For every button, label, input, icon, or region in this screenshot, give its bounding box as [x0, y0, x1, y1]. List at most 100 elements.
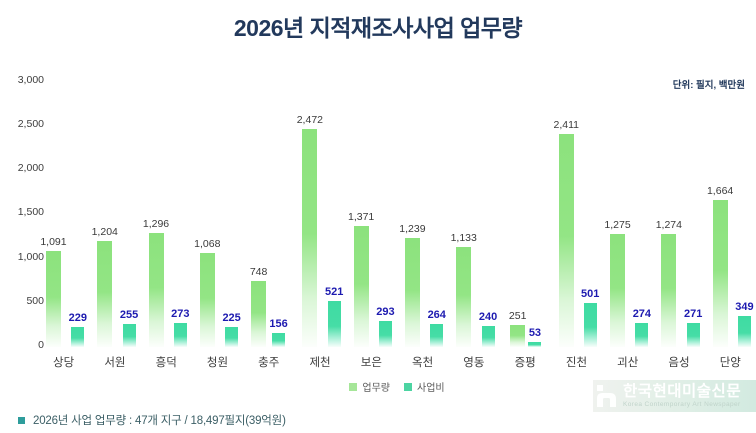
watermark-subtitle: Korea Contemporary Art Newspaper	[623, 400, 741, 408]
cost-value-label: 293	[376, 305, 395, 318]
category-group: 2,472 521 제천	[294, 82, 345, 369]
watermark-logo: 한국현대미술신문 Korea Contemporary Art Newspape…	[593, 380, 756, 412]
workload-bar-column: 1,068	[194, 238, 220, 347]
x-axis-category-label: 상당	[53, 357, 75, 369]
cost-bar	[430, 324, 444, 347]
footnote-text: 2026년 사업 업무량 : 47개 지구 / 18,497필지(39억원)	[33, 415, 286, 427]
workload-value-label: 748	[249, 266, 268, 279]
workload-bar-column: 1,371	[348, 211, 374, 347]
cost-value-label: 255	[119, 308, 139, 321]
x-axis-category-label: 보은	[360, 357, 382, 369]
cost-bar	[481, 326, 495, 347]
workload-value-label: 1,664	[706, 185, 734, 198]
workload-bar-column: 1,274	[656, 219, 682, 347]
cost-bar	[686, 323, 700, 347]
category-group: 1,275 274 괴산	[602, 82, 653, 369]
category-group: 1,664 349 단양	[705, 82, 756, 369]
x-axis-category-label: 흥덕	[155, 357, 177, 369]
workload-bar	[45, 251, 61, 347]
x-axis-category-label: 단양	[719, 357, 741, 369]
cost-value-label: 271	[683, 307, 703, 320]
x-axis-category-label: 청원	[206, 357, 229, 369]
cost-bar	[737, 316, 751, 347]
cost-bar-column: 273	[171, 307, 190, 347]
workload-bar	[661, 234, 677, 347]
bullet-square-icon	[18, 416, 25, 424]
cost-bar	[71, 327, 85, 347]
cost-bar-column: 229	[69, 312, 87, 347]
cost-bar	[225, 327, 239, 347]
workload-value-label: 1,274	[655, 219, 682, 232]
workload-bar	[302, 129, 318, 347]
cost-value-label: 273	[171, 307, 190, 320]
workload-bar	[404, 238, 420, 347]
cost-bar	[583, 303, 597, 347]
cost-value-label: 264	[427, 308, 446, 321]
legend: 업무량 사업비	[38, 379, 756, 394]
x-axis-category-label: 충주	[258, 357, 280, 369]
cost-value-label: 229	[68, 311, 87, 324]
x-axis-category-label: 영동	[463, 357, 485, 369]
workload-bar	[610, 234, 626, 347]
category-group: 2,411 501 진천	[551, 82, 602, 369]
cost-bar-column: 521	[325, 286, 343, 347]
x-axis-category-label: 괴산	[617, 357, 639, 369]
workload-bar-column: 748	[249, 266, 268, 347]
unit-label: 단위: 필지, 백만원	[672, 80, 745, 91]
cost-bar-column: 53	[528, 326, 542, 347]
workload-bar-column: 1,204	[92, 226, 118, 347]
category-group: 1,091 229 상당	[38, 82, 89, 369]
cost-value-label: 521	[325, 285, 344, 298]
newspaper-logo-icon	[597, 385, 616, 407]
workload-value-label: 1,275	[604, 219, 631, 232]
y-tick-label: 2,500	[17, 118, 44, 130]
workload-bar-column: 1,664	[707, 185, 733, 347]
category-group: 1,204 255 서원	[89, 82, 140, 369]
category-group: 1,239 264 옥천	[397, 82, 448, 369]
y-tick-label: 500	[26, 295, 44, 307]
y-tick-label: 0	[38, 339, 44, 351]
cost-bar-column: 156	[269, 318, 288, 347]
legend-cost-label: 사업비	[417, 383, 445, 394]
y-tick-label: 3,000	[17, 74, 44, 86]
workload-bar-column: 1,296	[143, 218, 169, 347]
category-group: 1,068 225 청원	[192, 82, 243, 369]
cost-value-label: 349	[735, 300, 754, 313]
cost-value-label: 501	[581, 287, 600, 300]
workload-value-label: 1,204	[91, 226, 118, 239]
category-group: 1,133 240 영동	[448, 82, 499, 369]
workload-value-label: 2,472	[296, 114, 323, 127]
cost-bar	[173, 323, 187, 347]
cost-bar	[635, 323, 649, 347]
cost-value-label: 53	[528, 326, 542, 339]
workload-bar-column: 251	[509, 310, 526, 347]
legend-item-workload: 업무량	[349, 379, 390, 394]
bars-area: 1,091 229 상당 1,204 255 서원 1,296 273 흥덕 1,068 225 청원…	[38, 82, 756, 369]
cost-bar	[327, 301, 341, 347]
x-axis-category-label: 진천	[565, 357, 588, 369]
cost-bar-column: 349	[735, 300, 754, 347]
workload-bar-column: 1,275	[604, 219, 631, 347]
cost-swatch-icon	[404, 382, 412, 391]
category-group: 1,274 271 음성	[653, 82, 704, 369]
workload-bar-column: 1,133	[451, 232, 477, 347]
workload-value-label: 1,239	[399, 223, 426, 236]
workload-swatch-icon	[349, 382, 358, 391]
x-axis-category-label: 증평	[514, 357, 536, 369]
workload-bar	[199, 253, 215, 347]
workload-value-label: 1,296	[142, 218, 170, 231]
workload-bar-column: 2,411	[553, 119, 580, 347]
x-axis-category-label: 옥천	[412, 357, 434, 369]
workload-bar	[558, 134, 574, 347]
workload-bar	[251, 281, 267, 347]
workload-value-label: 2,411	[553, 119, 580, 132]
workload-bar-column: 1,091	[40, 236, 67, 347]
cost-bar-column: 255	[120, 309, 138, 347]
cost-bar-column: 271	[684, 308, 702, 347]
workload-bar	[510, 325, 526, 347]
y-tick-label: 1,500	[17, 206, 44, 218]
cost-bar-column: 240	[479, 311, 497, 347]
cost-bar-column: 264	[428, 309, 446, 347]
cost-bar-column: 225	[222, 312, 241, 347]
